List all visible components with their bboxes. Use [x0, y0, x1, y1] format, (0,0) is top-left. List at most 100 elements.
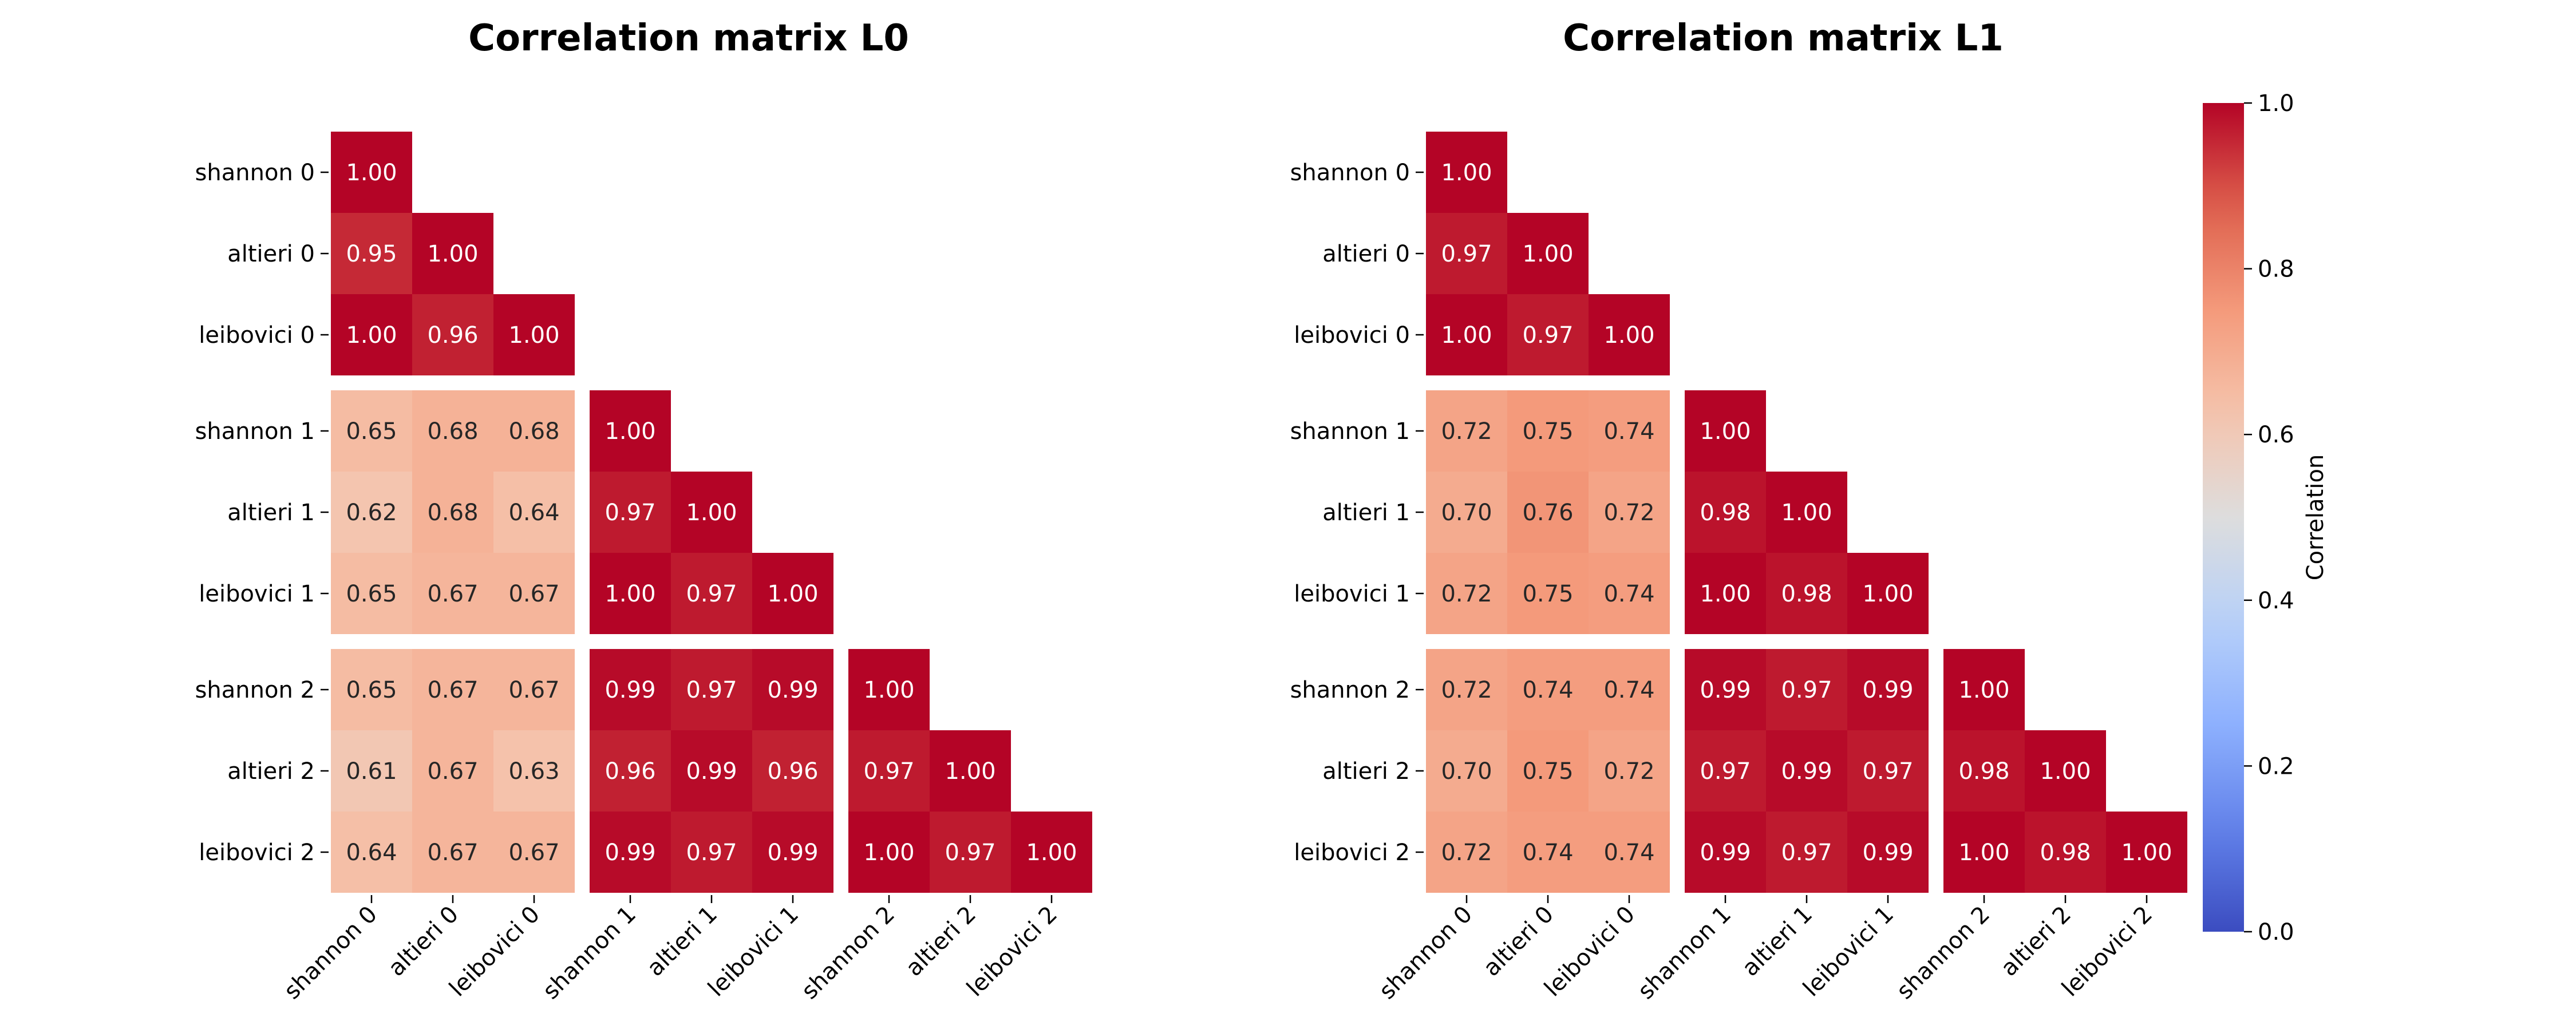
- colorbar: 0.0 0.2 0.4 0.6 0.8 1.0 Correlation: [2203, 90, 2329, 945]
- heatmap-cell-label: 0.67: [427, 677, 478, 703]
- heatmap-cell-label: 0.72: [1441, 581, 1492, 607]
- heatmap-cell: [590, 812, 671, 893]
- heatmap-cell-label: 1.00: [605, 418, 655, 445]
- heatmap-cell-label: 1.00: [2121, 840, 2172, 866]
- x-tick-label: shannon 2: [796, 901, 900, 1005]
- x-tick-label: altieri 1: [642, 901, 723, 982]
- heatmap-cell: [671, 553, 752, 634]
- heatmap-cell-label: 0.76: [1522, 500, 1573, 526]
- heatmap-cell: [752, 812, 833, 893]
- heatmap-cell: [2025, 730, 2106, 812]
- y-tick-label: altieri 2: [227, 758, 315, 785]
- heatmap-cell-label: 0.64: [346, 840, 397, 866]
- heatmap-cell-label: 1.00: [863, 840, 914, 866]
- y-tick-label: shannon 1: [195, 418, 315, 445]
- heatmap-cell: [493, 812, 575, 893]
- heatmap-panel-l1: Correlation matrix L1 1.00 0.97 1.00 1.00 0.…: [1290, 17, 2187, 1004]
- heatmap-cell-label: 0.70: [1441, 758, 1492, 785]
- heatmap-cell: [1507, 812, 1589, 893]
- heatmap-cell-label: 1.00: [2040, 758, 2091, 785]
- heatmap-cell: [412, 553, 493, 634]
- heatmap-cell: [1426, 390, 1507, 472]
- heatmap-cell: [1943, 649, 2025, 730]
- heatmap-cell-label: 0.99: [1700, 677, 1751, 703]
- heatmap-cell: [1507, 213, 1589, 294]
- heatmap-cell: [331, 472, 412, 553]
- heatmap-cell-label: 1.00: [1958, 840, 2009, 866]
- heatmap-cell-label: 0.72: [1441, 677, 1492, 703]
- x-tick-label: altieri 0: [1479, 901, 1559, 982]
- heatmap-cell-label: 0.97: [605, 500, 655, 526]
- heatmap-cell-label: 0.99: [686, 758, 737, 785]
- heatmap-cell-label: 0.74: [1522, 840, 1573, 866]
- heatmap-cell-label: 0.96: [427, 322, 478, 349]
- heatmap-panel-l0: Correlation matrix L0 1.00 0.95 1.00 1.00 0.…: [195, 17, 1092, 1004]
- y-tick-label: altieri 1: [227, 500, 315, 526]
- heatmap-cell-label: 0.75: [1522, 758, 1573, 785]
- y-tick-label: altieri 0: [1322, 241, 1410, 267]
- colorbar-tick-label: 0.2: [2258, 753, 2294, 779]
- heatmap-cell: [1426, 472, 1507, 553]
- heatmap-cell-label: 1.00: [863, 677, 914, 703]
- heatmap-cells-l0: 1.00 0.95 1.00 1.00 0.96 1.00 0.65 0.68 0.68 1.00…: [195, 132, 1092, 1004]
- heatmap-cell-label: 0.97: [1441, 241, 1492, 267]
- y-tick-label: leibovici 1: [1294, 581, 1410, 607]
- heatmap-cell-label: 0.72: [1603, 758, 1654, 785]
- heatmap-cell-label: 0.99: [767, 840, 818, 866]
- heatmap-cell: [1507, 294, 1589, 375]
- heatmap-cell: [331, 294, 412, 375]
- heatmap-cell: [590, 390, 671, 472]
- heatmap-cell-label: 0.99: [605, 677, 655, 703]
- heatmap-cell-label: 0.97: [863, 758, 914, 785]
- colorbar-ticks: 0.0 0.2 0.4 0.6 0.8 1.0: [2244, 90, 2294, 945]
- heatmap-cell: [493, 294, 575, 375]
- heatmap-cell: [590, 553, 671, 634]
- heatmap-cell-label: 0.65: [346, 418, 397, 445]
- heatmap-cell-label: 0.97: [1862, 758, 1913, 785]
- heatmap-cell: [1589, 294, 1670, 375]
- heatmap-cell-label: 0.99: [1700, 840, 1751, 866]
- y-tick-label: shannon 2: [195, 677, 315, 703]
- heatmap-cell-label: 1.00: [1700, 418, 1751, 445]
- heatmap-cell: [331, 730, 412, 812]
- colorbar-tick-label: 0.6: [2258, 422, 2294, 448]
- heatmap-cell-label: 1.00: [1781, 500, 1832, 526]
- heatmap-cell-label: 1.00: [1026, 840, 1077, 866]
- heatmap-cell-label: 0.99: [605, 840, 655, 866]
- heatmap-cell: [412, 649, 493, 730]
- heatmap-cell-label: 0.98: [1781, 581, 1832, 607]
- heatmap-cell: [493, 390, 575, 472]
- y-tick-label: altieri 0: [227, 241, 315, 267]
- heatmap-cell: [1847, 730, 1929, 812]
- heatmap-cell-label: 0.70: [1441, 500, 1492, 526]
- heatmap-cell-label: 0.97: [1522, 322, 1573, 349]
- heatmap-cell: [671, 730, 752, 812]
- heatmap-cell: [1589, 553, 1670, 634]
- heatmap-cells-l1: 1.00 0.97 1.00 1.00 0.97 1.00 0.72 0.75 0.74 1.00…: [1290, 132, 2187, 1004]
- heatmap-cell: [493, 730, 575, 812]
- heatmap-cell-label: 1.00: [346, 160, 397, 186]
- y-tick-label: shannon 0: [195, 160, 315, 186]
- heatmap-cell: [1766, 553, 1847, 634]
- heatmap-cell-label: 0.98: [1700, 500, 1751, 526]
- heatmap-cell-label: 1.00: [1862, 581, 1913, 607]
- x-tick-label: shannon 0: [1374, 901, 1477, 1005]
- heatmap-cell-label: 0.74: [1603, 581, 1654, 607]
- heatmap-cell: [1507, 553, 1589, 634]
- y-tick-label: shannon 2: [1290, 677, 1410, 703]
- heatmap-cell: [1507, 649, 1589, 730]
- heatmap-cell-label: 1.00: [686, 500, 737, 526]
- heatmap-cell-label: 1.00: [945, 758, 995, 785]
- heatmap-cell-label: 0.95: [346, 241, 397, 267]
- heatmap-cell: [331, 812, 412, 893]
- heatmap-cell: [1426, 294, 1507, 375]
- heatmap-cell-label: 0.99: [1862, 840, 1913, 866]
- heatmap-cell: [671, 472, 752, 553]
- heatmap-cell-label: 0.97: [686, 581, 737, 607]
- heatmap-cell-label: 0.97: [1700, 758, 1751, 785]
- heatmap-cell: [752, 553, 833, 634]
- heatmap-cell: [493, 553, 575, 634]
- heatmap-cell: [331, 649, 412, 730]
